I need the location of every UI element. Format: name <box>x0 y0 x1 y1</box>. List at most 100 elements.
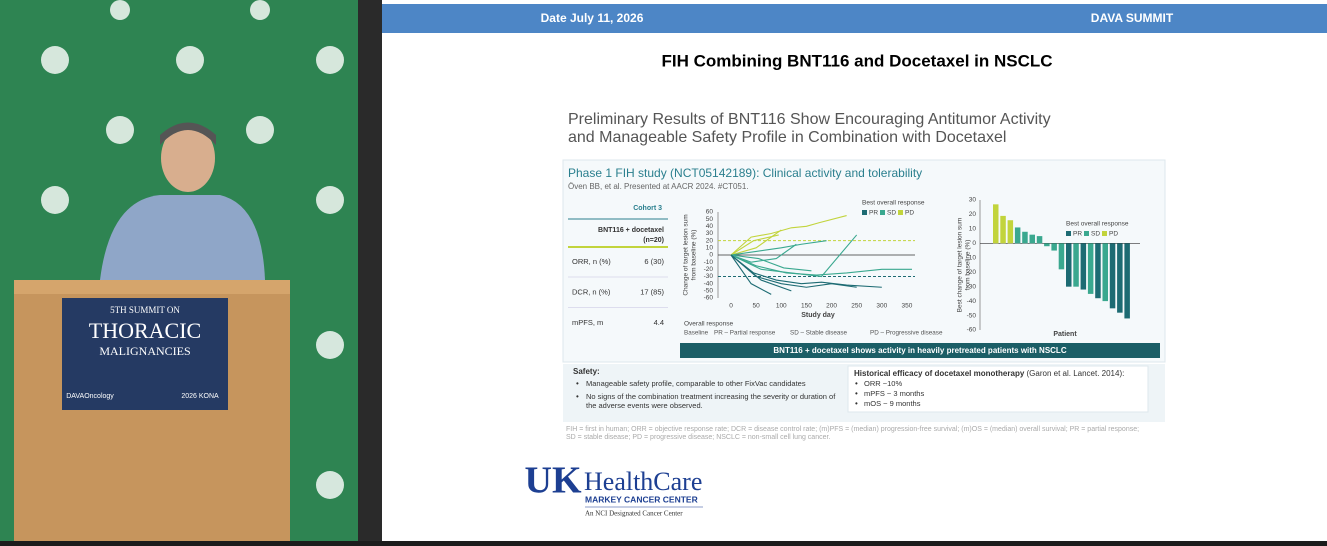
y-tick-label: 20 <box>706 237 714 244</box>
x-tick-label: 100 <box>776 303 787 310</box>
legend-label: PD <box>905 210 914 217</box>
safety-bullet: the adverse events were observed. <box>586 401 703 410</box>
speaker-head <box>161 124 215 192</box>
historical-box <box>847 365 1149 413</box>
table-value: 4.4 <box>654 318 664 327</box>
y-tick-label: -50 <box>704 288 714 295</box>
x-tick-label: 50 <box>753 303 761 310</box>
y-tick-label: -20 <box>704 266 714 273</box>
table-label: mPFS, m <box>572 318 603 327</box>
legend-item: SD – Stable disease <box>790 330 848 337</box>
overall-response-legend: Overall response Baseline PR – Partial res… <box>684 321 943 337</box>
y-tick-label: 10 <box>706 245 714 252</box>
y-tick-label: -40 <box>704 280 714 287</box>
podium-title: MALIGNANCIES <box>99 344 190 358</box>
y-axis-label: from baseline (%) <box>691 230 698 281</box>
banner-text: BNT116 + docetaxel shows activity in hea… <box>773 346 1066 355</box>
legend-item: PD – Progressive disease <box>870 330 943 337</box>
legend-label: PR <box>1073 231 1082 238</box>
x-axis-label: Study day <box>801 312 835 319</box>
bottom-lists: • Manageable safety profile, comparable t… <box>576 379 924 410</box>
backdrop-logos <box>41 0 344 499</box>
y-axis-label: from baseline (%) <box>965 240 972 291</box>
slide-title: FIH Combining BNT116 and Docetaxel in NS… <box>661 51 1052 70</box>
header-event: DAVA SUMMIT <box>1091 11 1174 25</box>
response-line <box>730 254 772 295</box>
divider <box>358 0 382 541</box>
bar <box>1117 243 1123 313</box>
legend-swatch <box>862 210 867 215</box>
y-tick-label: 30 <box>706 230 714 237</box>
y-axis-label: Change of target lesion sum <box>683 214 690 295</box>
table-value: 17 (85) <box>640 287 664 296</box>
logo-tagline: An NCI Designated Cancer Center <box>585 510 683 518</box>
bar <box>993 204 999 244</box>
footnote: FIH = first in human; ORR = objective re… <box>566 426 1139 433</box>
y-tick-label: 60 <box>706 209 714 216</box>
podium-title: THORACIC <box>89 318 201 343</box>
response-line <box>730 254 882 288</box>
legend-swatch <box>898 210 903 215</box>
response-line <box>730 215 847 256</box>
table-header: BNT116 + docetaxel <box>598 227 664 234</box>
bullet-dot: • <box>855 389 858 398</box>
header-date: Date July 11, 2026 <box>541 11 644 25</box>
y-tick-label: -20 <box>967 269 977 276</box>
legend-item: PR – Partial response <box>714 330 776 337</box>
table-label: ORR, n (%) <box>572 257 611 266</box>
y-tick-label: 50 <box>706 216 714 223</box>
response-line <box>730 234 779 256</box>
response-line <box>730 254 812 272</box>
x-tick-label: 250 <box>851 303 862 310</box>
bar <box>1109 243 1116 309</box>
bar <box>1087 243 1094 294</box>
legend-swatch <box>1066 231 1071 236</box>
historical-bullet: mOS ~ 9 months <box>864 399 921 408</box>
historical-title: Historical efficacy of docetaxel monothe… <box>854 369 1124 378</box>
table-header: Cohort 3 <box>633 205 662 212</box>
y-tick-label: -60 <box>704 295 714 302</box>
y-tick-label: 30 <box>969 197 977 204</box>
bar <box>1073 243 1079 287</box>
table: ORR, n (%) 6 (30) DCR, n (%) 17 (85) mPFS, m… <box>568 257 668 327</box>
x-tick-label: 0 <box>729 303 733 310</box>
y-tick-label: 0 <box>709 252 713 259</box>
legend-swatch <box>1102 231 1107 236</box>
logo-mark: UK <box>525 460 582 502</box>
speaker-hair <box>160 122 216 145</box>
legend-swatch <box>880 210 885 215</box>
speaker-shirt <box>100 195 265 280</box>
x-tick-label: 200 <box>826 303 837 310</box>
podium-top <box>14 280 290 294</box>
header-bar <box>382 4 1327 33</box>
y-tick-label: -50 <box>967 312 977 319</box>
bullet-dot: • <box>576 379 579 388</box>
y-tick-label: -30 <box>704 273 714 280</box>
historical-heading: Historical efficacy of docetaxel monothe… <box>854 369 1025 378</box>
legend-label: SD <box>1091 231 1100 238</box>
slide-subtitle: Preliminary Results of BNT116 Show Encou… <box>568 111 1051 128</box>
logo-name: HealthCare <box>584 467 702 496</box>
y-tick-label: -40 <box>967 298 977 305</box>
table-value: 6 (30) <box>644 257 664 266</box>
y-tick-label: -30 <box>967 283 977 290</box>
citation: Öven BB, et al. Presented at AACR 2024. … <box>568 182 749 191</box>
historical-bullet: ORR ~10% <box>864 379 902 388</box>
y-tick-label: -10 <box>967 254 977 261</box>
table-label: DCR, n (%) <box>572 287 611 296</box>
footnote: SD = stable disease; PD = progressive di… <box>566 434 830 441</box>
legend-item: Baseline <box>684 330 709 337</box>
y-tick-label: -60 <box>967 327 977 334</box>
legend-label: SD <box>887 210 896 217</box>
slide-subtitle: and Manageable Safety Profile in Combina… <box>568 129 1006 146</box>
y-tick-label: 40 <box>706 223 714 230</box>
bar <box>1058 243 1065 270</box>
bar <box>1029 234 1035 244</box>
response-line <box>730 240 827 256</box>
bar <box>1102 243 1108 302</box>
y-axis-label: Best change of target lesion sum <box>957 218 964 313</box>
panel-title: Phase 1 FIH study (NCT05142189): Clinica… <box>568 166 922 180</box>
bullet-dot: • <box>576 392 579 401</box>
historical-source: (Garon et al. Lancet. 2014): <box>1024 369 1124 378</box>
